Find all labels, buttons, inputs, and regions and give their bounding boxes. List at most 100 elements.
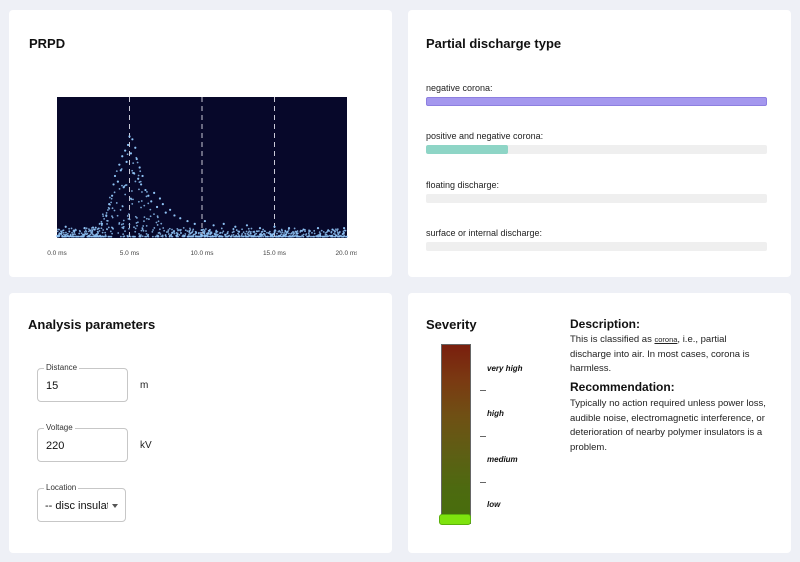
scatter-point [111, 232, 113, 235]
scatter-point [189, 229, 192, 231]
scatter-point [78, 232, 81, 235]
scatter-point [281, 231, 284, 234]
scatter-point [248, 234, 251, 237]
scatter-point [97, 231, 99, 233]
scatter-point [262, 228, 265, 231]
scatter-point [153, 213, 155, 216]
scatter-point [84, 229, 87, 232]
scatter-point [228, 234, 231, 237]
scatter-point [122, 222, 125, 225]
severity-level-marker [439, 514, 471, 525]
scatter-point [188, 231, 191, 234]
scatter-point [313, 232, 316, 235]
scatter-point [203, 234, 206, 237]
scatter-point [151, 230, 154, 233]
scatter-point [137, 200, 140, 203]
scatter-point [136, 217, 138, 219]
scatter-point [192, 234, 195, 237]
scatter-point [309, 230, 312, 232]
scatter-point [322, 235, 325, 238]
scatter-point [101, 235, 104, 238]
scatter-point [121, 226, 124, 229]
scatter-point [111, 207, 114, 210]
scatter-point [153, 191, 156, 194]
scatter-point [266, 231, 268, 234]
scatter-point [324, 232, 327, 234]
scatter-point [255, 232, 258, 235]
scatter-point [63, 235, 66, 238]
scatter-point [290, 232, 293, 234]
scatter-point [131, 203, 134, 205]
scatter-point [106, 223, 108, 225]
scatter-point [274, 229, 276, 231]
scatter-point [197, 232, 200, 235]
scatter-point [217, 235, 220, 238]
pd-type-title: Partial discharge type [426, 36, 562, 51]
scatter-point [153, 227, 156, 229]
scatter-point [304, 234, 307, 236]
scatter-point [337, 233, 340, 236]
scatter-point [302, 233, 305, 236]
scatter-point [164, 234, 167, 236]
scatter-point [94, 226, 97, 229]
scatter-point [134, 180, 137, 183]
scatter-point [279, 234, 281, 237]
scatter-point [253, 231, 256, 234]
scatter-point [226, 232, 229, 235]
scatter-point [167, 233, 170, 235]
scatter-point [250, 235, 253, 238]
scatter-point [89, 233, 92, 236]
scatter-point [107, 206, 110, 209]
scatter-point [235, 229, 238, 231]
scatter-point [189, 235, 192, 238]
scatter-point [69, 233, 72, 236]
scatter-point [275, 235, 278, 238]
scatter-point [63, 233, 65, 236]
scatter-point [121, 184, 123, 187]
scatter-point [225, 233, 227, 236]
scatter-point [150, 200, 153, 203]
voltage-input[interactable]: Voltage 220 [37, 423, 128, 462]
pd-type-label: positive and negative corona: [426, 131, 544, 141]
scatter-point [276, 232, 278, 235]
scatter-point [116, 180, 119, 183]
scatter-point [336, 231, 339, 234]
scatter-point [195, 232, 197, 235]
scatter-point [140, 206, 142, 209]
scatter-point [59, 232, 62, 235]
scatter-point [136, 224, 138, 227]
corona-term-link[interactable]: corona [654, 335, 678, 344]
scatter-point [73, 231, 76, 234]
scatter-point [113, 191, 116, 194]
scatter-point [158, 231, 161, 234]
distance-input[interactable]: Distance 15 [37, 363, 128, 402]
scatter-point [160, 222, 163, 225]
scatter-point [181, 235, 184, 238]
scatter-point [325, 233, 328, 236]
scatter-point [128, 223, 131, 226]
scatter-point [144, 188, 147, 192]
scatter-point [299, 230, 302, 233]
scatter-point [102, 229, 105, 231]
scatter-point [219, 235, 221, 238]
scatter-point [72, 235, 74, 238]
scatter-point [111, 215, 113, 218]
scatter-point [261, 234, 263, 236]
scatter-point [258, 227, 262, 230]
scatter-point [163, 229, 166, 232]
scatter-point [56, 230, 59, 233]
scatter-point [184, 229, 187, 232]
x-tick-label: 20.0 ms [335, 250, 357, 255]
scatter-point [79, 230, 81, 233]
scatter-point [335, 228, 337, 231]
scatter-point [261, 230, 264, 233]
scatter-point [250, 227, 253, 230]
scatter-point [232, 228, 235, 231]
scatter-point [132, 198, 134, 201]
scatter-point [232, 233, 235, 236]
scatter-point [165, 235, 167, 238]
distance-label: Distance [44, 363, 80, 372]
scatter-point [145, 230, 147, 232]
scatter-point [205, 228, 207, 230]
location-select[interactable]: Location -- disc insulato [37, 483, 126, 522]
